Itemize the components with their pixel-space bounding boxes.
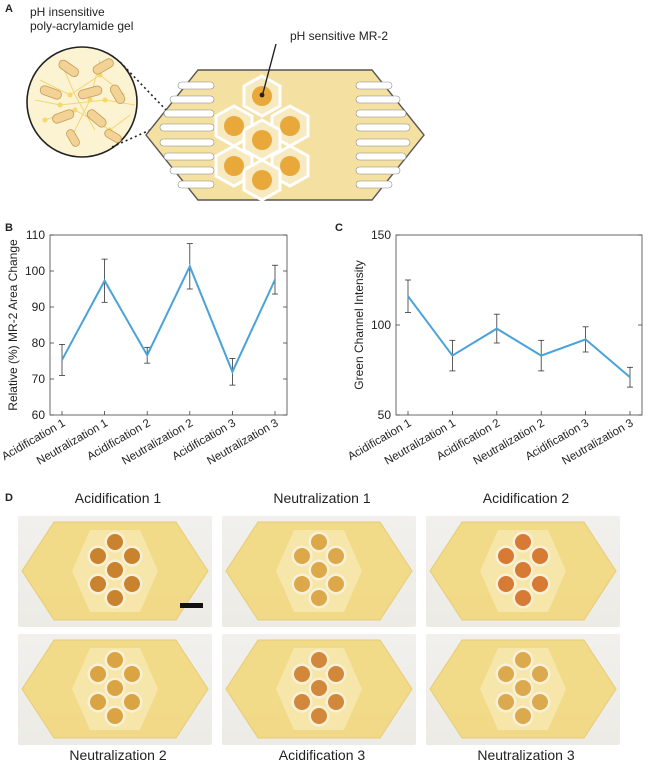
mr2-sensor [515,562,531,578]
mr2-sensor [515,652,531,668]
y-tick-label: 50 [378,408,392,422]
mr2-sensor [107,534,123,550]
mr2-sensor [532,548,548,564]
mr2-sensor [532,694,548,710]
y-axis-label: Green Channel Intensity [352,260,366,389]
x-tick-label: Neutralization 2 [120,417,195,467]
gel-magnified-circle [26,46,138,158]
photo-6 [426,634,620,745]
gel-label-line1: pH insensitive [30,5,105,19]
photo-title-2: Neutralization 1 [273,490,371,506]
mr2-sensor [90,576,106,592]
scale-bar [180,603,203,608]
mr2-sensor [90,548,106,564]
mr2-sensor [90,694,106,710]
mr2-sensor [515,590,531,606]
y-tick-label: 110 [26,228,45,242]
mr2-sensor [498,576,514,592]
panel-letter-c: C [335,222,343,234]
photo-2 [222,516,416,627]
mr2-sensor [311,562,327,578]
photo-title-5: Acidification 3 [278,747,366,763]
photo-title-1: Acidification 1 [74,490,162,506]
mr2-label: pH sensitive MR-2 [290,29,389,43]
mr2-sensor [532,576,548,592]
y-tick-label: 90 [32,300,46,314]
mr2-sensor [532,666,548,682]
data-line [407,295,631,378]
mr2-sensor [515,534,531,550]
photo-5 [222,634,416,745]
plot-frame [49,234,288,416]
mr2-sensor [124,548,140,564]
mr2-sensor [124,576,140,592]
mr2-sensor [124,666,140,682]
panel-letter-a: A [5,3,13,15]
mr2-sensor [107,590,123,606]
mr2-sensor [90,666,106,682]
y-tick-label: 80 [32,336,46,350]
photo-1 [18,516,212,627]
mr2-sensor [328,666,344,682]
mr2-sensor [107,562,123,578]
device-schematic-svg [26,43,425,202]
photo-3 [426,516,620,627]
mr2-sensor [311,708,327,724]
photo-4 [18,634,212,745]
gel-label-line2: poly-acrylamide gel [30,19,134,33]
mr2-sensor [498,548,514,564]
y-tick-label: 150 [371,228,391,242]
y-tick-label: 100 [25,264,45,278]
mr2-sensor [311,680,327,696]
photo-title-6: Neutralization 3 [477,747,575,763]
mr2-sensor [515,680,531,696]
y-tick-label: 100 [371,318,391,332]
mr2-sensor [328,548,344,564]
x-tick-label: Neutralization 3 [205,417,280,467]
mr2-sensor [107,680,123,696]
mr2-sensor [107,652,123,668]
plot-frame [395,234,643,416]
mr2-sensor [294,576,310,592]
photo-title-4: Neutralization 2 [69,747,167,763]
mr2-sensor [294,666,310,682]
panel-letter-b: B [5,222,13,234]
mr2-sensor [515,708,531,724]
mr2-sensor [498,666,514,682]
hexagon-device [145,69,425,202]
schematic-panel: pH insensitive poly-acrylamide gel pH se… [0,0,658,205]
mr2-sensor [294,694,310,710]
data-line [61,263,276,375]
mr2-sensor [294,548,310,564]
mr2-sensor [124,694,140,710]
panel-letter-d: D [5,492,13,504]
y-tick-label: 70 [32,372,46,386]
mr2-sensor [311,652,327,668]
mr2-sensor [328,576,344,592]
x-tick-label: Neutralization 1 [35,417,110,467]
y-tick-label: 60 [32,408,46,422]
y-axis-label: Relative (%) MR-2 Area Change [6,239,20,411]
mr2-sensor [498,694,514,710]
photo-title-3: Acidification 2 [482,490,570,506]
mr2-sensor [328,694,344,710]
mr2-sensor [311,590,327,606]
mr2-sensor [107,708,123,724]
mr2-sensor [311,534,327,550]
